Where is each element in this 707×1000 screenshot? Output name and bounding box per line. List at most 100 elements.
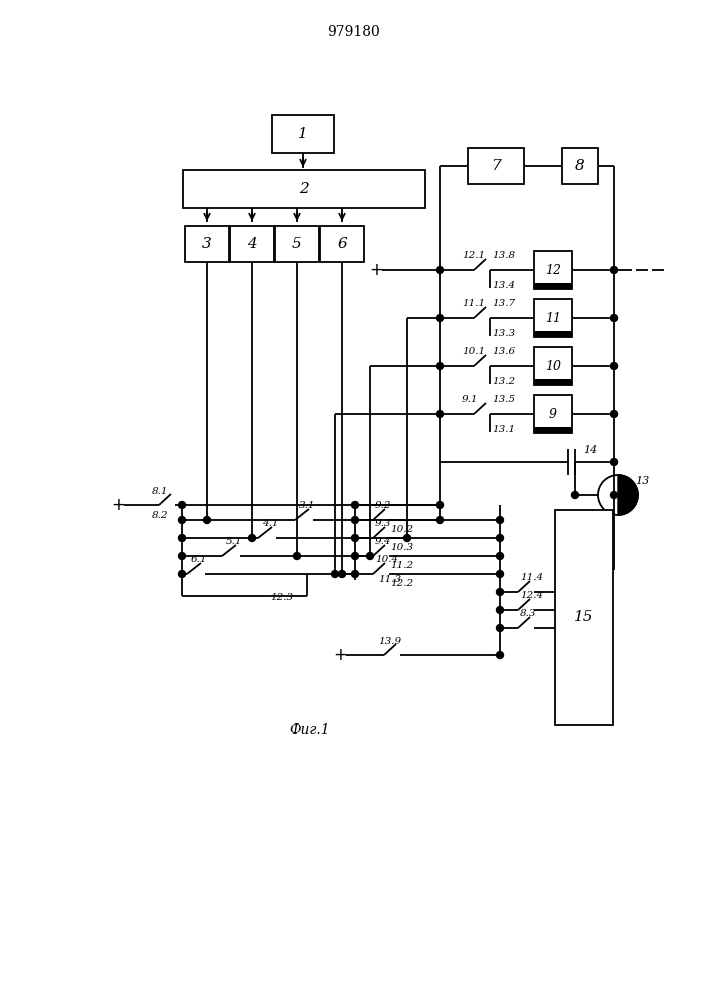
Circle shape: [351, 516, 358, 524]
Bar: [230, 226, 274, 262]
Circle shape: [571, 491, 578, 498]
Circle shape: [611, 362, 617, 369]
Text: 9.3: 9.3: [375, 520, 392, 528]
Text: 13.5: 13.5: [492, 395, 515, 404]
Text: 10: 10: [545, 360, 561, 372]
Text: 13.9: 13.9: [378, 637, 401, 646]
Bar: [562, 148, 598, 184]
Text: 11.4: 11.4: [520, 574, 543, 582]
Circle shape: [293, 552, 300, 560]
Text: 6: 6: [337, 237, 347, 251]
Text: +: +: [333, 646, 347, 664]
Text: 11.2: 11.2: [390, 562, 413, 570]
Text: +: +: [111, 496, 125, 514]
Text: Фиг.1: Фиг.1: [290, 723, 330, 737]
Circle shape: [351, 570, 358, 578]
Circle shape: [204, 516, 211, 524]
Circle shape: [178, 534, 185, 542]
Text: 12: 12: [545, 263, 561, 276]
Circle shape: [178, 516, 185, 524]
Text: 8.3: 8.3: [520, 609, 537, 618]
Circle shape: [496, 552, 503, 560]
Text: 3.1: 3.1: [299, 502, 315, 510]
Text: 4.1: 4.1: [262, 520, 279, 528]
Text: 10.3: 10.3: [390, 544, 413, 552]
Text: 6.1: 6.1: [191, 556, 207, 564]
Circle shape: [436, 266, 443, 273]
Text: 3: 3: [202, 237, 212, 251]
Circle shape: [611, 410, 617, 418]
Circle shape: [366, 552, 373, 560]
Circle shape: [178, 552, 185, 560]
Circle shape: [404, 534, 411, 542]
Circle shape: [436, 502, 443, 508]
Circle shape: [496, 606, 503, 613]
Bar: [320, 226, 364, 262]
Text: 1: 1: [298, 127, 308, 141]
Text: 979180: 979180: [327, 25, 380, 39]
Text: 12.2: 12.2: [390, 580, 413, 588]
Text: 13.1: 13.1: [492, 426, 515, 434]
Circle shape: [436, 516, 443, 524]
Circle shape: [178, 502, 185, 508]
Circle shape: [178, 570, 185, 578]
Text: 13.4: 13.4: [492, 282, 515, 290]
Bar: [534, 427, 572, 433]
Text: 11.3: 11.3: [378, 576, 401, 584]
Bar: [555, 510, 613, 725]
Text: 10.1: 10.1: [462, 348, 485, 357]
Bar: [534, 379, 572, 385]
Text: 8.1: 8.1: [152, 487, 168, 495]
Text: 8.2: 8.2: [152, 512, 168, 520]
Text: 5.1: 5.1: [226, 538, 243, 546]
Bar: [534, 251, 572, 289]
Text: 13.8: 13.8: [492, 251, 515, 260]
Circle shape: [496, 534, 503, 542]
Circle shape: [436, 362, 443, 369]
Circle shape: [611, 458, 617, 466]
Text: 13.2: 13.2: [492, 377, 515, 386]
Circle shape: [248, 534, 255, 542]
Text: 9.4: 9.4: [375, 538, 392, 546]
Bar: [183, 170, 425, 208]
Text: +: +: [369, 261, 383, 279]
Text: 9: 9: [549, 408, 557, 420]
Text: 11: 11: [545, 312, 561, 324]
Text: 4: 4: [247, 237, 257, 251]
Bar: [272, 115, 334, 153]
Circle shape: [436, 410, 443, 418]
Text: 12.1: 12.1: [462, 251, 485, 260]
Bar: [534, 395, 572, 433]
Bar: [185, 226, 229, 262]
Text: 9.2: 9.2: [375, 502, 392, 510]
Circle shape: [496, 652, 503, 658]
Text: 15: 15: [574, 610, 594, 624]
Text: 2: 2: [299, 182, 309, 196]
Circle shape: [332, 570, 339, 578]
Text: 12.4: 12.4: [520, 591, 543, 600]
Circle shape: [351, 502, 358, 508]
Text: 14: 14: [583, 445, 597, 455]
Circle shape: [611, 266, 617, 273]
Circle shape: [339, 570, 346, 578]
Text: 12.3: 12.3: [270, 592, 293, 601]
Circle shape: [496, 516, 503, 524]
Bar: [534, 331, 572, 337]
Text: 11.1: 11.1: [462, 300, 485, 308]
Polygon shape: [618, 475, 638, 515]
Text: 13: 13: [635, 476, 649, 486]
Bar: [534, 283, 572, 289]
Text: 9.1: 9.1: [462, 395, 479, 404]
Circle shape: [611, 491, 617, 498]
Circle shape: [496, 624, 503, 632]
Bar: [534, 347, 572, 385]
Circle shape: [351, 534, 358, 542]
Circle shape: [611, 314, 617, 322]
Circle shape: [351, 552, 358, 560]
Text: 7: 7: [491, 159, 501, 173]
Text: 8: 8: [575, 159, 585, 173]
Circle shape: [436, 314, 443, 322]
Text: 13.3: 13.3: [492, 330, 515, 338]
Bar: [468, 148, 524, 184]
Text: 5: 5: [292, 237, 302, 251]
